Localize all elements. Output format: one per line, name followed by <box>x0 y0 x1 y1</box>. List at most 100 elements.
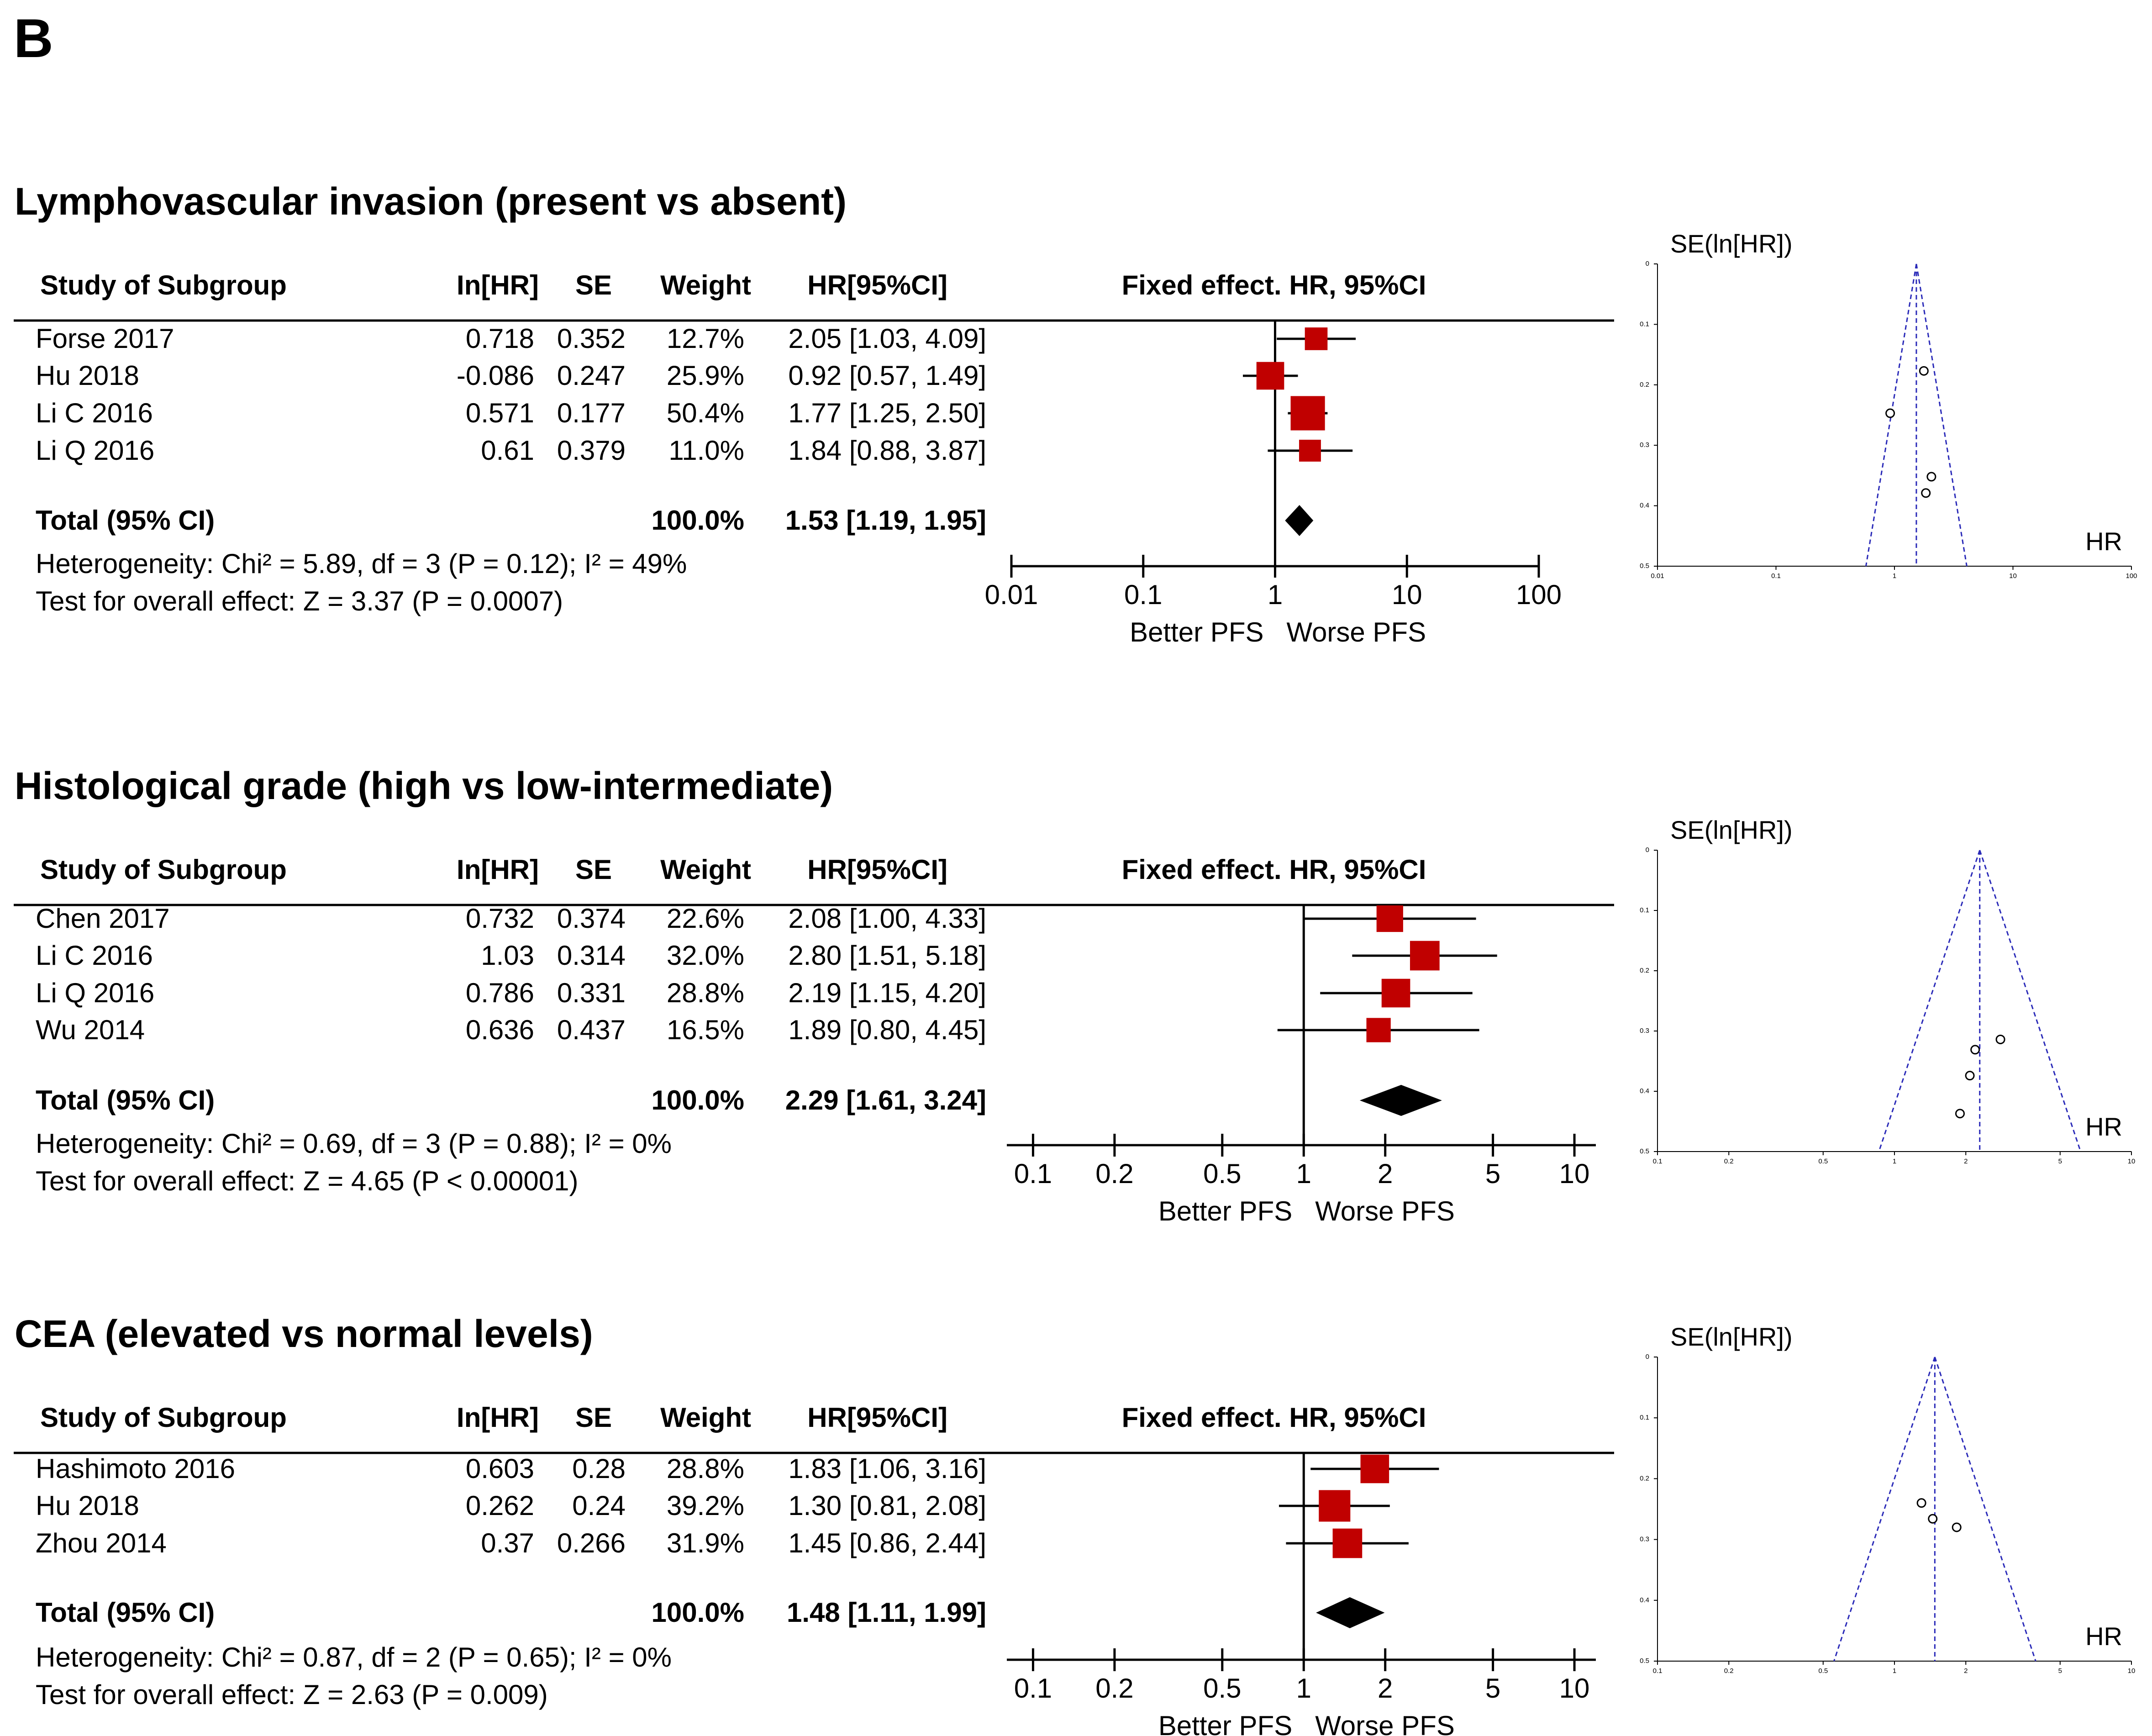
funnel-x-tick-label: 10 <box>2128 1157 2136 1165</box>
study-hr-ci: 1.45 [0.86, 2.44] <box>788 1528 986 1558</box>
favours-right-label: Worse PFS <box>1287 617 1426 647</box>
funnel-study-point <box>1928 1514 1938 1524</box>
forest-x-tick-label: 0.5 <box>1203 1158 1241 1189</box>
column-header-lnhr: In[HR] <box>457 1402 539 1433</box>
total-label: Total (95% CI) <box>36 1597 215 1628</box>
column-header-fixed-effect: Fixed effect. HR, 95%CI <box>1122 1402 1426 1433</box>
column-header-se: SE <box>575 270 612 300</box>
forest-x-tick-label: 0.1 <box>1124 579 1162 610</box>
heterogeneity-text: Heterogeneity: Chi² = 0.87, df = 2 (P = … <box>36 1642 672 1673</box>
study-lnhr: 1.03 <box>481 940 534 971</box>
funnel-y-tick-label: 0.3 <box>1640 441 1649 449</box>
funnel-ci-right-line <box>1979 850 2082 1152</box>
total-hr-ci: 1.53 [1.19, 1.95] <box>785 505 986 536</box>
funnel-x-tick-label: 2 <box>1964 1157 1968 1165</box>
funnel-x-tick-label: 5 <box>2058 1667 2062 1675</box>
funnel-x-tick-label: 2 <box>1964 1667 1968 1675</box>
funnel-ci-left-line <box>1833 1357 1936 1662</box>
study-name: Li Q 2016 <box>36 978 154 1008</box>
study-point-estimate <box>1360 1454 1389 1483</box>
overall-effect-text: Test for overall effect: Z = 2.63 (P = 0… <box>36 1679 548 1710</box>
study-se: 0.28 <box>572 1453 626 1484</box>
forest-x-tick-label: 1 <box>1296 1673 1311 1704</box>
pooled-estimate-diamond <box>1359 1085 1442 1116</box>
favours-left-label: Better PFS <box>1130 617 1263 647</box>
study-weight: 11.0% <box>668 435 744 466</box>
column-header-se: SE <box>575 1402 612 1433</box>
forest-x-tick-label: 10 <box>1392 579 1422 610</box>
funnel-y-tick-label: 0 <box>1646 1353 1649 1361</box>
funnel-x-tick-label: 1 <box>1893 1667 1896 1675</box>
forest-x-tick-label: 10 <box>1559 1673 1590 1704</box>
funnel-study-point <box>1965 1071 1975 1081</box>
study-weight: 28.8% <box>667 1453 744 1484</box>
study-name: Hashimoto 2016 <box>36 1453 235 1484</box>
panel-label: B <box>14 8 53 69</box>
study-point-estimate <box>1305 327 1328 350</box>
study-weight: 16.5% <box>667 1015 744 1045</box>
study-weight: 25.9% <box>667 360 744 391</box>
funnel-y-axis-label: SE(ln[HR]) <box>1670 815 1793 844</box>
funnel-y-axis-label: SE(ln[HR]) <box>1670 1322 1793 1351</box>
study-se: 0.374 <box>557 903 626 934</box>
study-point-estimate <box>1381 978 1410 1008</box>
column-header-study: Study of Subgroup <box>40 854 287 885</box>
favours-left-label: Better PFS <box>1158 1710 1292 1736</box>
column-header-se: SE <box>575 854 612 885</box>
study-hr-ci: 1.89 [0.80, 4.45] <box>788 1015 986 1045</box>
funnel-x-tick-label: 10 <box>2009 572 2017 580</box>
favours-right-label: Worse PFS <box>1315 1710 1455 1736</box>
study-lnhr: 0.786 <box>466 978 534 1008</box>
funnel-x-tick-label: 100 <box>2126 572 2137 580</box>
study-lnhr: -0.086 <box>457 360 534 391</box>
overall-effect-text: Test for overall effect: Z = 4.65 (P < 0… <box>36 1166 578 1196</box>
study-se: 0.437 <box>557 1015 626 1045</box>
study-lnhr: 0.37 <box>481 1528 534 1558</box>
study-name: Li C 2016 <box>36 940 153 971</box>
favours-left-label: Better PFS <box>1158 1196 1292 1226</box>
funnel-x-axis-label: HR <box>2085 1112 2122 1141</box>
funnel-study-point <box>1995 1034 2005 1044</box>
study-point-estimate <box>1376 905 1403 932</box>
study-lnhr: 0.603 <box>466 1453 534 1484</box>
funnel-y-tick-label: 0.3 <box>1640 1536 1649 1543</box>
column-header-study: Study of Subgroup <box>40 270 287 300</box>
funnel-y-tick-label: 0.5 <box>1640 562 1649 570</box>
pooled-estimate-diamond <box>1285 505 1314 536</box>
study-weight: 31.9% <box>667 1528 744 1558</box>
column-header-fixed-effect: Fixed effect. HR, 95%CI <box>1122 270 1426 300</box>
study-point-estimate <box>1332 1528 1363 1558</box>
funnel-y-tick-label: 0.5 <box>1640 1147 1649 1155</box>
funnel-ci-right-line <box>1934 1357 2036 1662</box>
study-se: 0.314 <box>557 940 626 971</box>
funnel-x-tick-label: 1 <box>1893 1157 1896 1165</box>
heterogeneity-text: Heterogeneity: Chi² = 0.69, df = 3 (P = … <box>36 1128 672 1159</box>
study-hr-ci: 2.05 [1.03, 4.09] <box>788 323 986 354</box>
study-lnhr: 0.61 <box>481 435 534 466</box>
funnel-study-point <box>1921 488 1931 498</box>
study-se: 0.379 <box>557 435 626 466</box>
funnel-x-tick-label: 5 <box>2058 1157 2062 1165</box>
subgroup-title: Histological grade (high vs low-intermed… <box>15 764 833 807</box>
column-header-lnhr: In[HR] <box>457 270 539 300</box>
study-hr-ci: 0.92 [0.57, 1.49] <box>788 360 986 391</box>
study-name: Hu 2018 <box>36 360 139 391</box>
forest-x-tick-label: 10 <box>1559 1158 1590 1189</box>
study-point-estimate <box>1366 1018 1391 1042</box>
total-weight: 100.0% <box>652 1597 745 1628</box>
study-lnhr: 0.571 <box>466 398 534 428</box>
funnel-study-point <box>1970 1045 1980 1055</box>
overall-effect-text: Test for overall effect: Z = 3.37 (P = 0… <box>36 586 563 616</box>
forest-x-tick-label: 0.01 <box>985 579 1038 610</box>
total-hr-ci: 2.29 [1.61, 3.24] <box>785 1085 986 1115</box>
funnel-study-point <box>1952 1522 1962 1532</box>
subgroup-title: CEA (elevated vs normal levels) <box>15 1312 593 1355</box>
study-se: 0.24 <box>572 1490 626 1521</box>
column-header-lnhr: In[HR] <box>457 854 539 885</box>
subgroup-title: Lymphovascular invasion (present vs abse… <box>15 180 847 223</box>
study-weight: 22.6% <box>667 903 744 934</box>
funnel-ci-right-line <box>1915 263 1968 567</box>
funnel-y-tick-label: 0.4 <box>1640 1596 1649 1604</box>
study-lnhr: 0.636 <box>466 1015 534 1045</box>
